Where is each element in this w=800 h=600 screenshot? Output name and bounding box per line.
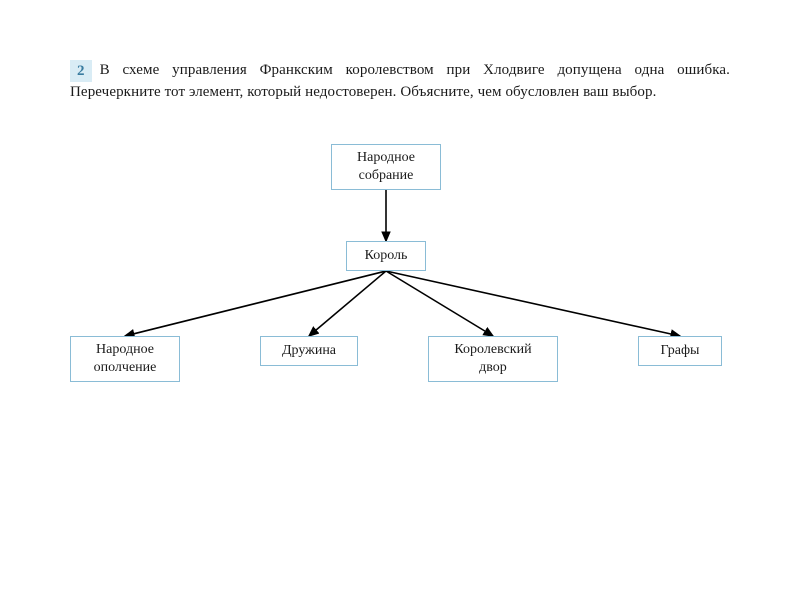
node-korolevskiy-dvor: Королевскийдвор: [428, 336, 558, 382]
diagram-edge: [125, 271, 386, 336]
task-text: В схеме управления Франкским королевство…: [70, 62, 730, 100]
diagram-edge: [309, 271, 386, 336]
node-narodnoe-opolchenie: Народноеополчение: [70, 336, 180, 382]
node-korol: Король: [346, 241, 426, 271]
task-number: 2: [70, 60, 92, 82]
node-grafy: Графы: [638, 336, 722, 366]
node-narodnoe-sobranie: Народноесобрание: [331, 144, 441, 190]
node-druzhina: Дружина: [260, 336, 358, 366]
org-diagram: Народноесобрание Король Народноеополчени…: [70, 144, 730, 424]
task-paragraph: 2В схеме управления Франкским королевств…: [70, 60, 730, 104]
diagram-edge: [386, 271, 680, 336]
diagram-edge: [386, 271, 493, 336]
